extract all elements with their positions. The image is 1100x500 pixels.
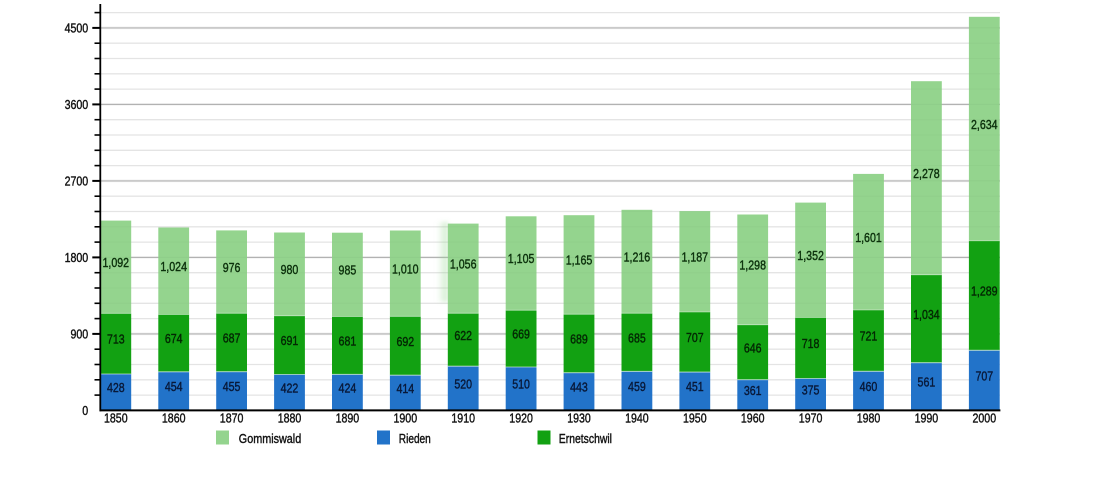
svg-text:718: 718 <box>802 336 820 351</box>
svg-text:1,034: 1,034 <box>913 307 940 322</box>
svg-text:1960: 1960 <box>741 410 765 425</box>
svg-text:1920: 1920 <box>509 410 533 425</box>
svg-text:646: 646 <box>744 340 762 355</box>
svg-text:1870: 1870 <box>220 410 244 425</box>
svg-text:361: 361 <box>744 383 762 398</box>
svg-text:1800: 1800 <box>65 250 89 265</box>
svg-text:2700: 2700 <box>65 174 89 189</box>
svg-text:510: 510 <box>512 377 530 392</box>
svg-text:414: 414 <box>396 381 414 396</box>
svg-text:1,024: 1,024 <box>160 259 187 274</box>
svg-text:685: 685 <box>628 330 646 345</box>
svg-text:0: 0 <box>82 403 88 418</box>
svg-text:422: 422 <box>281 381 299 396</box>
svg-text:707: 707 <box>686 330 704 345</box>
svg-text:692: 692 <box>396 334 414 349</box>
svg-text:1850: 1850 <box>104 410 128 425</box>
svg-text:976: 976 <box>223 260 241 275</box>
svg-text:689: 689 <box>570 332 588 347</box>
svg-text:1940: 1940 <box>625 410 649 425</box>
svg-text:1,216: 1,216 <box>624 250 651 265</box>
svg-text:669: 669 <box>512 327 530 342</box>
svg-text:2,634: 2,634 <box>971 117 998 132</box>
svg-text:1,092: 1,092 <box>103 255 130 270</box>
svg-text:1,165: 1,165 <box>566 253 593 268</box>
svg-text:713: 713 <box>107 332 125 347</box>
svg-text:721: 721 <box>860 329 878 344</box>
svg-text:1,187: 1,187 <box>682 250 709 265</box>
svg-text:520: 520 <box>454 376 472 391</box>
svg-text:900: 900 <box>71 327 89 342</box>
svg-text:980: 980 <box>281 262 299 277</box>
svg-text:2,278: 2,278 <box>913 166 940 181</box>
svg-text:1,010: 1,010 <box>392 262 419 277</box>
svg-text:Ernetschwil: Ernetschwil <box>559 431 612 446</box>
svg-text:622: 622 <box>454 328 472 343</box>
svg-text:Gommiswald: Gommiswald <box>239 431 301 446</box>
svg-text:691: 691 <box>281 333 299 348</box>
svg-text:454: 454 <box>165 379 183 394</box>
svg-text:443: 443 <box>570 380 588 395</box>
svg-text:1,298: 1,298 <box>739 258 766 273</box>
svg-text:1890: 1890 <box>336 410 360 425</box>
svg-text:1,105: 1,105 <box>508 251 535 266</box>
svg-text:1860: 1860 <box>162 410 186 425</box>
svg-text:424: 424 <box>339 380 357 395</box>
svg-text:1990: 1990 <box>915 410 939 425</box>
svg-text:2000: 2000 <box>973 410 997 425</box>
svg-text:1970: 1970 <box>799 410 823 425</box>
svg-text:1930: 1930 <box>567 410 591 425</box>
svg-text:375: 375 <box>802 383 820 398</box>
svg-text:455: 455 <box>223 379 241 394</box>
svg-text:1880: 1880 <box>278 410 302 425</box>
svg-text:561: 561 <box>918 375 936 390</box>
svg-text:674: 674 <box>165 331 183 346</box>
svg-text:4500: 4500 <box>65 21 89 36</box>
svg-text:707: 707 <box>975 368 993 383</box>
svg-text:1980: 1980 <box>857 410 881 425</box>
svg-text:1,056: 1,056 <box>450 256 477 271</box>
svg-text:985: 985 <box>339 263 357 278</box>
svg-text:1900: 1900 <box>394 410 418 425</box>
svg-text:1910: 1910 <box>451 410 475 425</box>
svg-text:Rieden: Rieden <box>399 431 431 446</box>
svg-text:460: 460 <box>860 379 878 394</box>
svg-text:1950: 1950 <box>683 410 707 425</box>
svg-text:3600: 3600 <box>65 97 89 112</box>
svg-text:1,352: 1,352 <box>797 248 824 263</box>
svg-text:451: 451 <box>686 379 704 394</box>
svg-text:681: 681 <box>339 333 357 348</box>
svg-text:687: 687 <box>223 331 241 346</box>
svg-text:1,601: 1,601 <box>855 230 882 245</box>
svg-text:459: 459 <box>628 379 646 394</box>
svg-text:1,289: 1,289 <box>971 284 998 299</box>
svg-text:428: 428 <box>107 380 125 395</box>
